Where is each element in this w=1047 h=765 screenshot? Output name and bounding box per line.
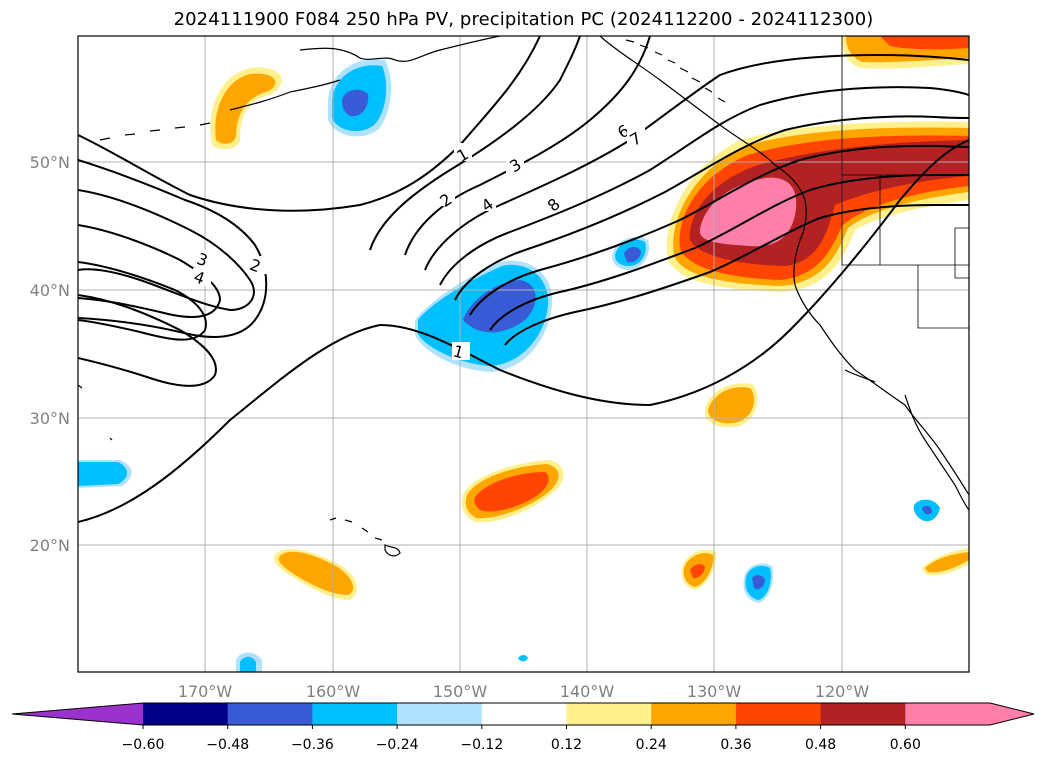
colorbar-segment xyxy=(481,703,567,725)
colorbar-tick-label: −0.48 xyxy=(206,737,249,753)
lon-label: 150°W xyxy=(433,682,488,701)
colorbar-tick-label: 0.24 xyxy=(636,737,667,753)
colorbar-tick-label: 0.60 xyxy=(890,737,921,753)
lat-label: 40°N xyxy=(30,281,70,300)
colorbar: −0.60 −0.48 −0.36 −0.24 −0.12 0.12 0.24 0.36 0.4… xyxy=(11,702,1035,753)
colorbar-segment xyxy=(227,703,313,725)
lat-label: 30°N xyxy=(30,409,70,428)
colorbar-segment xyxy=(566,703,652,725)
map-title: 2024111900 F084 250 hPa PV, precipitatio… xyxy=(173,9,874,30)
precip-anomaly-pacific-northwest xyxy=(666,121,969,292)
colorbar-segment xyxy=(905,703,991,725)
colorbar-segment xyxy=(312,703,398,725)
colorbar-tick-label: −0.60 xyxy=(122,737,165,753)
precip-anomaly-west-neg xyxy=(78,460,132,488)
plot-frame xyxy=(77,35,970,673)
colorbar-segment xyxy=(735,703,822,725)
precip-anomaly-subtropical-pos xyxy=(461,460,564,523)
map-plot-area: 1 2 3 4 6 7 8 3 2 4 1 xyxy=(78,36,969,672)
latitude-labels: 50°N 40°N 30°N 20°N xyxy=(30,153,70,555)
pv-contour-labels: 1 2 3 4 6 7 8 3 2 4 1 xyxy=(191,121,645,362)
lon-label: 130°W xyxy=(687,682,742,701)
colorbar-segment xyxy=(143,703,229,725)
lat-label: 20°N xyxy=(30,536,70,555)
precip-anomaly-alaska-neg xyxy=(328,59,392,137)
precip-anomaly-small-features xyxy=(236,499,969,672)
colorbar-extend-high xyxy=(990,703,1034,725)
colorbar-tick-label: −0.36 xyxy=(291,737,334,753)
lon-label: 170°W xyxy=(178,682,233,701)
colorbar-tick-label: −0.12 xyxy=(460,737,503,753)
longitude-labels: 170°W 160°W 150°W 140°W 130°W 120°W xyxy=(178,682,870,701)
colorbar-tick-label: 0.36 xyxy=(720,737,751,753)
lon-label: 120°W xyxy=(815,682,870,701)
precip-anomaly-north xyxy=(842,36,969,69)
coastlines xyxy=(78,36,969,557)
colorbar-tick-label: 0.12 xyxy=(551,737,582,753)
precip-anomaly-small-pos-1 xyxy=(704,383,758,428)
precip-anomaly-small-neg-1 xyxy=(612,236,650,270)
colorbar-segment xyxy=(651,703,737,725)
pv-label: 1 xyxy=(451,341,466,362)
colorbar-segment xyxy=(820,703,906,725)
colorbar-tick-label: 0.48 xyxy=(805,737,836,753)
colorbar-extend-low xyxy=(12,703,143,725)
lon-label: 140°W xyxy=(560,682,615,701)
colorbar-segment xyxy=(397,703,483,725)
lon-label: 160°W xyxy=(306,682,361,701)
lat-label: 50°N xyxy=(30,153,70,172)
precip-anomaly-hawaii-pos xyxy=(274,548,358,600)
precip-anomaly-bering xyxy=(210,67,282,150)
colorbar-tick-label: −0.24 xyxy=(376,737,419,753)
